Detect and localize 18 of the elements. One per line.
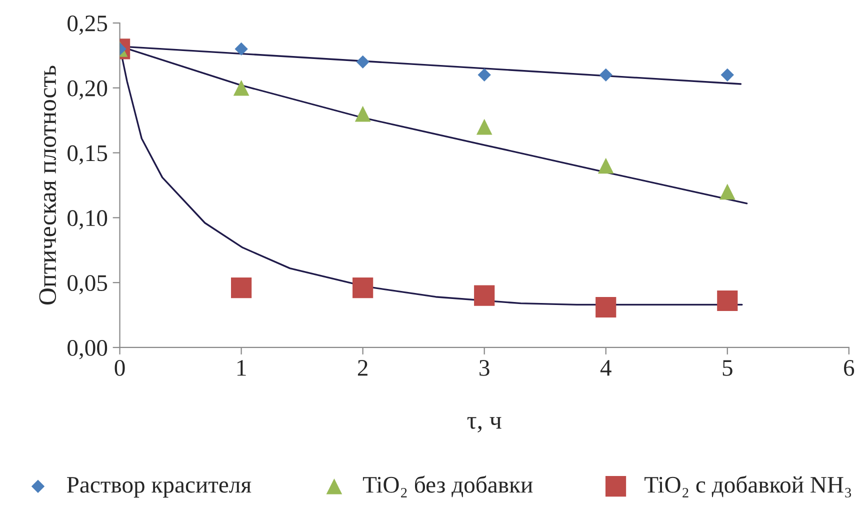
legend-label: Раствор красителя <box>67 477 252 498</box>
x-tick-label: 0 <box>114 360 125 376</box>
y-tick-label: 0,05 <box>68 275 108 294</box>
y-tick-label: 0,20 <box>68 80 108 100</box>
x-tick-label: 4 <box>600 360 612 376</box>
x-tick-label: 1 <box>237 360 246 376</box>
y-tick-label: 0,00 <box>68 340 108 360</box>
x-tick-label: 2 <box>358 360 368 376</box>
y-axis-title: Оптическая плотность <box>39 66 56 305</box>
legend-label: TiO₂ с добавкой NH₃ <box>644 476 852 498</box>
y-tick-label: 0,15 <box>68 145 108 165</box>
legend-label: TiO₂ без добавки <box>362 476 533 498</box>
x-tick-label: 3 <box>480 360 490 376</box>
x-tick-label: 6 <box>844 360 854 376</box>
x-axis-title: τ, ч <box>467 417 502 432</box>
y-tick-label: 0,10 <box>68 210 108 230</box>
y-tick-label: 0,25 <box>68 15 108 35</box>
x-tick-label: 5 <box>722 360 732 376</box>
